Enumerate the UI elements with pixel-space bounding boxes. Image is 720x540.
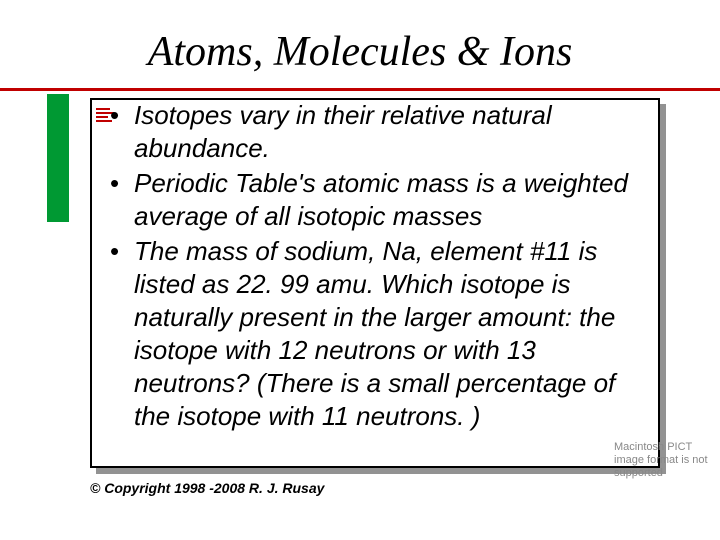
list-item: • The mass of sodium, Na, element #11 is…: [110, 235, 650, 433]
bullet-text: Periodic Table's atomic mass is a weight…: [134, 167, 650, 233]
bullet-text: The mass of sodium, Na, element #11 is l…: [134, 235, 650, 433]
green-accent-bar: [47, 94, 69, 222]
slide-title: Atoms, Molecules & Ions: [0, 0, 720, 82]
list-item: • Periodic Table's atomic mass is a weig…: [110, 167, 650, 233]
bullet-text: Isotopes vary in their relative natural …: [134, 99, 650, 165]
title-underline: [0, 88, 720, 91]
pict-placeholder: Macintosh PICT image format is not suppo…: [614, 441, 714, 480]
bullet-marker: •: [110, 99, 134, 132]
content-area: • Isotopes vary in their relative natura…: [110, 99, 650, 435]
bullet-marker: •: [110, 167, 134, 200]
list-item: • Isotopes vary in their relative natura…: [110, 99, 650, 165]
copyright-text: © Copyright 1998 -2008 R. J. Rusay: [90, 480, 324, 496]
bullet-marker: •: [110, 235, 134, 268]
